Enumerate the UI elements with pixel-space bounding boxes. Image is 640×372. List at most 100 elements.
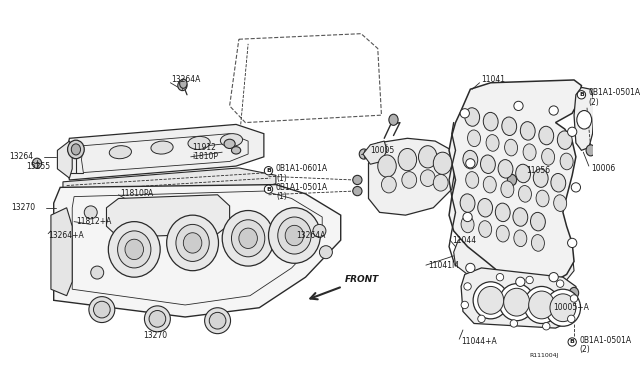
Ellipse shape [71,144,81,155]
Text: FRONT: FRONT [344,275,379,285]
Text: B: B [579,92,584,97]
Ellipse shape [513,208,528,226]
Ellipse shape [577,110,591,129]
Text: (1): (1) [276,174,287,183]
Ellipse shape [495,203,510,222]
Ellipse shape [460,109,469,118]
Text: 11041M: 11041M [428,261,458,270]
Ellipse shape [89,296,115,323]
Ellipse shape [496,225,509,242]
Polygon shape [369,138,456,215]
Ellipse shape [523,144,536,160]
Text: 10005+A: 10005+A [554,303,589,312]
Ellipse shape [178,80,187,91]
Polygon shape [54,185,340,317]
Ellipse shape [549,106,558,115]
Ellipse shape [465,108,479,126]
Ellipse shape [118,231,151,268]
Ellipse shape [572,183,580,192]
Ellipse shape [463,212,472,222]
Ellipse shape [419,146,437,168]
Text: 13264+A: 13264+A [48,231,84,240]
Ellipse shape [398,148,417,171]
Ellipse shape [483,112,498,131]
Text: 11056: 11056 [526,166,550,175]
Text: 0B1A1-0501A: 0B1A1-0501A [580,336,632,344]
Ellipse shape [514,230,527,247]
Polygon shape [574,87,595,150]
Ellipse shape [529,291,555,319]
Ellipse shape [278,217,311,254]
Ellipse shape [518,186,531,202]
Ellipse shape [531,212,545,231]
Text: 11041: 11041 [481,76,506,84]
Ellipse shape [463,150,478,169]
Text: 11044+A: 11044+A [461,337,497,346]
Ellipse shape [33,158,42,169]
Text: B: B [570,340,575,344]
Ellipse shape [176,224,209,262]
Ellipse shape [359,149,369,159]
Ellipse shape [554,195,566,211]
Text: 13264A: 13264A [172,76,201,84]
Text: 11812+A: 11812+A [76,217,111,226]
Ellipse shape [473,282,508,319]
Ellipse shape [264,185,273,193]
Ellipse shape [483,176,496,193]
Text: B: B [266,168,271,173]
Ellipse shape [568,127,577,137]
Ellipse shape [433,152,452,174]
Ellipse shape [568,338,577,346]
Ellipse shape [466,171,479,188]
Ellipse shape [461,301,468,309]
Ellipse shape [183,233,202,253]
Ellipse shape [486,135,499,151]
Text: (1): (1) [276,192,287,201]
Polygon shape [363,141,387,164]
Ellipse shape [541,148,555,165]
Ellipse shape [501,181,514,198]
Ellipse shape [510,320,518,327]
Ellipse shape [108,222,160,277]
Text: 0B1A1-0601A: 0B1A1-0601A [276,164,328,173]
Text: 11810PA: 11810PA [120,189,154,198]
Ellipse shape [232,220,265,257]
Ellipse shape [549,273,558,282]
Polygon shape [51,208,72,296]
Ellipse shape [93,301,110,318]
Ellipse shape [222,211,274,266]
Ellipse shape [224,139,235,148]
Ellipse shape [353,175,362,185]
Ellipse shape [353,186,362,196]
Ellipse shape [188,137,210,150]
Text: 13270: 13270 [143,331,168,340]
Text: 10006: 10006 [591,164,615,173]
Text: 15255: 15255 [26,161,50,171]
Ellipse shape [533,169,548,187]
Ellipse shape [543,323,550,330]
Ellipse shape [570,287,579,298]
Ellipse shape [239,228,257,248]
Ellipse shape [568,238,577,247]
Ellipse shape [524,286,559,324]
Ellipse shape [461,216,474,233]
Ellipse shape [149,311,166,327]
Ellipse shape [319,246,332,259]
Text: 11912: 11912 [193,143,216,152]
Ellipse shape [466,159,475,168]
Polygon shape [454,235,574,284]
Ellipse shape [420,170,435,186]
Ellipse shape [477,315,485,323]
Polygon shape [63,168,276,208]
Ellipse shape [109,146,131,159]
Ellipse shape [464,283,471,290]
Ellipse shape [466,263,475,273]
Ellipse shape [550,294,576,322]
Polygon shape [461,268,579,328]
Ellipse shape [477,199,493,217]
Ellipse shape [479,221,492,237]
Ellipse shape [498,160,513,178]
Ellipse shape [531,235,545,251]
Ellipse shape [477,286,504,314]
Text: 11044: 11044 [452,235,476,245]
